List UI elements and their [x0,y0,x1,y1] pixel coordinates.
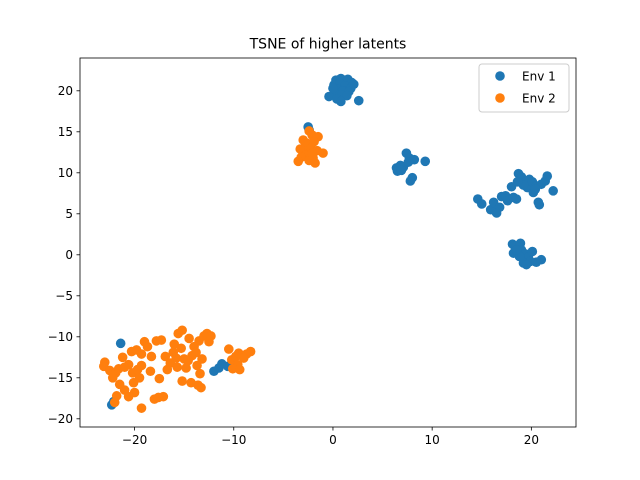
x-tick-label: −10 [221,433,246,447]
point-env-1-30 [420,156,431,167]
point-env-2-68 [136,403,147,413]
y-tick-label: 0 [65,248,73,262]
point-env-1-26 [396,165,407,176]
point-env-2-34 [146,351,157,362]
point-env-2-62 [162,364,173,375]
point-env-1-62 [530,184,541,194]
x-tick-label: −20 [122,433,147,447]
point-env-2-10 [318,148,328,158]
point-env-1-77 [536,254,547,265]
point-env-1-13 [342,90,352,101]
point-env-1-81 [115,338,126,349]
point-env-1-18 [348,79,359,90]
legend-marker-env-2 [495,93,505,103]
y-tick-label: 10 [58,166,73,180]
point-env-1-58 [542,171,553,181]
point-env-2-61 [158,391,169,402]
point-env-1-17 [336,96,346,107]
legend-marker-env-1 [495,71,505,81]
point-env-2-67 [195,368,205,379]
y-tick-label: −15 [48,371,73,385]
y-tick-label: 15 [58,125,73,139]
point-env-2-72 [114,379,125,390]
legend-label-env-2: Env 2 [522,92,556,106]
point-env-2-88 [234,364,245,375]
legend-label-env-1: Env 1 [522,70,556,84]
point-env-2-28 [117,352,128,363]
point-env-2-90 [172,362,183,372]
point-env-2-17 [307,148,317,158]
point-env-1-31 [403,157,414,167]
point-env-2-78 [224,344,234,354]
point-env-1-61 [512,177,523,187]
chart-title: TSNE of higher latents [249,37,407,53]
point-env-1-80 [511,245,522,255]
x-tick-label: 0 [329,433,337,447]
point-env-2-39 [169,339,180,349]
point-env-1-84 [209,366,219,377]
plot-frame [79,57,577,428]
point-env-1-75 [527,246,538,257]
point-env-2-27 [136,360,147,371]
point-env-2-58 [154,373,165,384]
point-env-2-75 [109,397,120,408]
y-tick-label: −5 [55,289,73,303]
point-env-1-33 [405,176,416,186]
point-env-2-87 [227,363,238,374]
point-env-1-16 [353,95,364,106]
legend: Env 1 Env 2 [478,63,570,113]
point-env-2-84 [245,346,256,357]
point-env-2-89 [204,336,214,347]
point-env-2-36 [156,335,167,345]
point-env-2-56 [176,343,186,354]
point-env-2-55 [183,355,193,366]
point-env-1-35 [476,199,487,209]
point-env-1-63 [491,208,502,218]
point-env-1-55 [534,199,545,210]
point-env-2-91 [145,366,156,377]
point-env-2-50 [197,354,207,364]
point-env-2-24 [123,359,134,370]
point-env-2-14 [293,156,304,167]
point-env-2-57 [168,347,179,358]
point-env-2-42 [177,325,187,336]
point-env-2-73 [107,373,118,383]
y-tick-label: −10 [48,330,73,344]
points-layer [99,73,558,413]
point-env-2-31 [136,349,147,359]
point-env-2-37 [160,351,171,362]
point-env-2-66 [196,382,206,393]
point-env-2-45 [184,333,194,344]
point-env-2-16 [310,158,320,168]
x-tick-label: 10 [425,433,440,447]
x-axis: −20 −10 0 10 20 [122,427,539,447]
y-tick-label: 5 [65,207,73,221]
point-env-1-19 [328,83,338,94]
point-env-1-45 [511,194,522,204]
point-env-2-48 [192,360,202,371]
x-tick-label: 20 [524,433,539,447]
point-env-1-59 [548,186,558,196]
point-env-2-77 [134,373,145,383]
point-env-2-33 [142,341,153,352]
point-env-2-85 [238,353,249,363]
y-axis: −20 −15 −10 −5 0 5 10 15 20 [48,84,80,426]
point-env-2-44 [181,363,191,373]
point-env-1-78 [521,259,532,270]
point-env-2-7 [295,144,306,154]
y-tick-label: −20 [48,412,73,426]
point-env-2-54 [191,347,201,358]
point-env-1-14 [324,91,334,102]
y-tick-label: 20 [58,84,73,98]
point-env-2-63 [177,376,187,386]
